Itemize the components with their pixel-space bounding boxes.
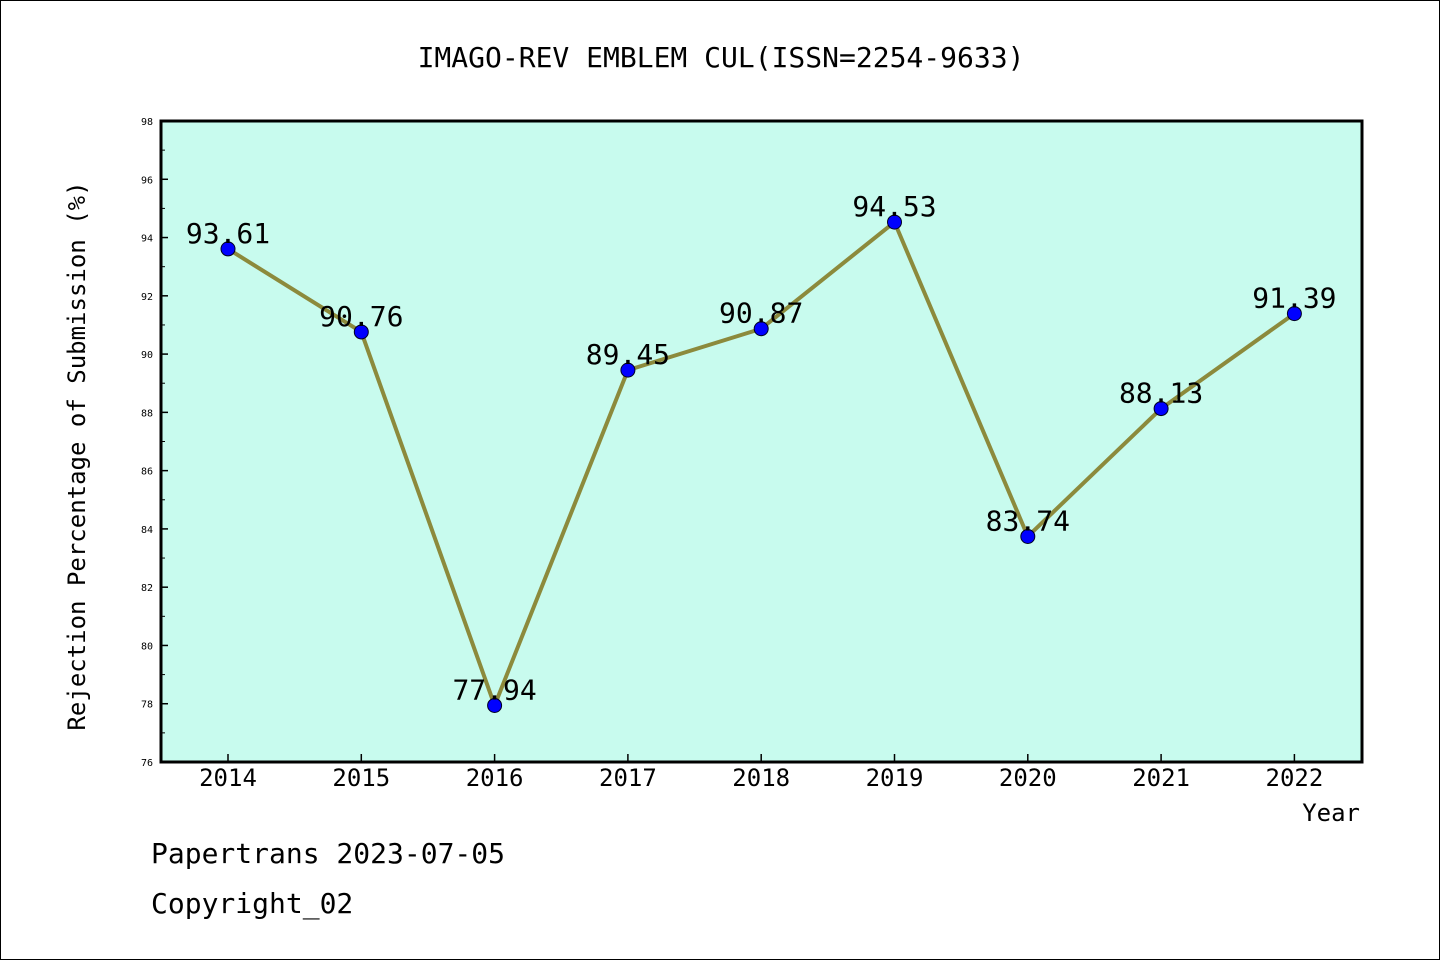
y-tick-label: 96 [141, 175, 153, 186]
x-tick-label: 2015 [332, 764, 390, 792]
y-tick-label: 82 [141, 583, 153, 594]
x-tick-label: 2021 [1132, 764, 1190, 792]
data-label: 77.94 [452, 673, 536, 706]
data-labels: 93.61 90.76 77.94 89.45 90.87 94.53 83.74 88.13… [186, 190, 1337, 706]
y-tick-label: 88 [141, 408, 153, 419]
footer-copyright: Copyright_02 [151, 887, 354, 920]
x-tick-label: 2022 [1266, 764, 1324, 792]
data-point [887, 214, 902, 230]
data-label: 93.61 [186, 217, 270, 250]
data-label: 91.39 [1252, 282, 1336, 315]
y-tick-label: 92 [141, 292, 153, 303]
data-point [1286, 306, 1302, 322]
y-tick-label: 80 [141, 641, 153, 652]
y-tick-label: 84 [141, 525, 153, 536]
plot-area [161, 121, 1362, 762]
chart-title: IMAGO-REV EMBLEM CUL(ISSN=2254-9633) [418, 41, 1025, 74]
x-tick-label: 2019 [866, 764, 924, 792]
y-tick-label: 86 [141, 467, 153, 478]
data-point [620, 362, 636, 378]
data-point [1020, 528, 1036, 544]
x-tick-label: 2017 [599, 764, 657, 792]
data-label: 90.76 [319, 300, 403, 333]
x-tick-label: 2014 [199, 764, 257, 792]
x-axis-label: Year [1302, 799, 1360, 827]
data-label: 90.87 [719, 297, 803, 330]
y-tick-label: 98 [141, 117, 153, 128]
data-point [353, 324, 369, 340]
x-tick-label: 2018 [732, 764, 790, 792]
data-label: 89.45 [586, 338, 670, 371]
y-tick-label: 90 [141, 350, 153, 361]
x-axis: 2014 2015 2016 2017 2018 2019 2020 2021 2022 [199, 754, 1323, 792]
data-points [220, 214, 1302, 713]
y-tick-label: 94 [141, 234, 153, 245]
plot-border [159, 119, 1364, 764]
y-tick-label: 78 [141, 700, 153, 711]
data-point [220, 241, 236, 257]
footer-date: Papertrans 2023-07-05 [151, 837, 506, 870]
data-label: 88.13 [1119, 377, 1203, 410]
data-point [1153, 401, 1169, 417]
data-label: 83.74 [986, 504, 1070, 537]
x-tick-label: 2020 [999, 764, 1057, 792]
y-axis: 76 78 80 82 84 86 88 90 92 94 96 98 [141, 117, 168, 769]
data-point [753, 321, 769, 337]
data-label: 94.53 [852, 190, 936, 223]
data-point [487, 697, 503, 713]
y-axis-label: Rejection Percentage of Submission (%) [63, 181, 91, 730]
x-tick-label: 2016 [466, 764, 524, 792]
y-tick-label: 76 [141, 758, 153, 769]
